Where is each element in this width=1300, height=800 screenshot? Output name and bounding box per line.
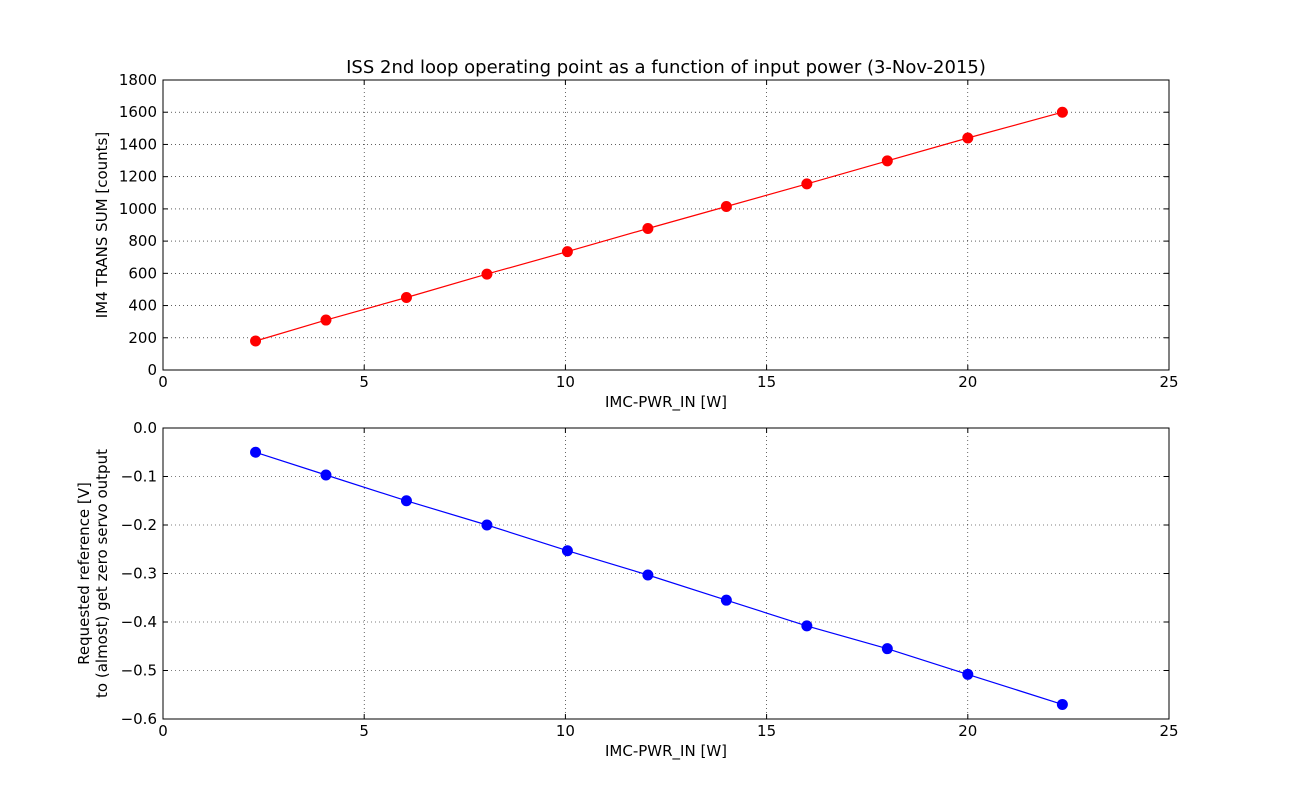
- x-tick-label: 0: [158, 722, 168, 740]
- data-point: [642, 223, 654, 235]
- data-point: [720, 200, 732, 212]
- x-tick-label: 20: [958, 373, 977, 391]
- x-tick-label: 5: [359, 722, 369, 740]
- y-tick-label: −0.4: [121, 613, 157, 631]
- data-point: [250, 335, 262, 347]
- x-tick-label: 15: [757, 373, 776, 391]
- x-tick-label: 20: [958, 722, 977, 740]
- data-point: [962, 132, 974, 144]
- y-axis-label: to (almost) get zero servo output: [93, 449, 111, 698]
- y-tick-label: 1000: [119, 200, 157, 218]
- y-tick-label: 200: [128, 329, 157, 347]
- data-point: [561, 246, 573, 258]
- data-point: [400, 495, 412, 507]
- data-point: [561, 545, 573, 557]
- data-point: [881, 155, 893, 167]
- data-point: [801, 620, 813, 632]
- data-point: [400, 292, 412, 303]
- y-tick-label: 1200: [119, 168, 157, 186]
- x-tick-label: 15: [757, 722, 776, 740]
- y-tick-label: 1600: [119, 103, 157, 121]
- y-tick-label: 1400: [119, 135, 157, 153]
- y-axis-label: IM4 TRANS SUM [counts]: [93, 132, 111, 318]
- y-tick-label: 400: [128, 297, 157, 315]
- y-tick-label: 1800: [119, 71, 157, 89]
- x-tick-label: 10: [556, 373, 575, 391]
- y-tick-label: −0.3: [121, 565, 157, 583]
- x-axis-label: IMC-PWR_IN [W]: [605, 393, 727, 412]
- y-tick-label: 800: [128, 232, 157, 250]
- x-tick-label: 25: [1159, 373, 1178, 391]
- plot-area: [162, 79, 1170, 371]
- x-tick-label: 10: [556, 722, 575, 740]
- data-point: [250, 446, 262, 458]
- data-point: [642, 569, 654, 581]
- data-point: [320, 314, 332, 326]
- y-tick-label: −0.1: [121, 468, 157, 486]
- x-tick-label: 0: [158, 373, 168, 391]
- data-point: [1056, 698, 1068, 710]
- data-point: [881, 643, 893, 655]
- y-tick-label: −0.5: [121, 662, 157, 680]
- y-axis-label: Requested reference [V]: [75, 482, 93, 665]
- y-tick-label: 0: [147, 361, 157, 379]
- y-tick-label: 600: [128, 264, 157, 282]
- x-tick-label: 25: [1159, 722, 1178, 740]
- figure-title: ISS 2nd loop operating point as a functi…: [346, 57, 986, 78]
- y-tick-label: −0.6: [121, 710, 157, 728]
- data-point: [481, 519, 493, 531]
- bottom-plot: 0 5 10 15 20 25 −0.6 −0.5 −0.4 −0.3 −0.2 −0.1 0.0 IMC…: [75, 419, 1179, 761]
- data-point: [962, 668, 974, 680]
- top-plot: 0 5 10 15 20 25 0 200 400 600 800 1000 1200 1400 1600 1…: [93, 71, 1179, 412]
- y-tick-label: 0.0: [133, 419, 157, 437]
- x-axis-label: IMC-PWR_IN [W]: [605, 742, 727, 761]
- x-tick-label: 5: [359, 373, 369, 391]
- data-point: [801, 178, 813, 190]
- data-point: [1056, 106, 1068, 118]
- data-point: [720, 594, 732, 606]
- y-tick-label: −0.2: [121, 516, 157, 534]
- data-point: [320, 469, 332, 481]
- data-point: [481, 268, 493, 280]
